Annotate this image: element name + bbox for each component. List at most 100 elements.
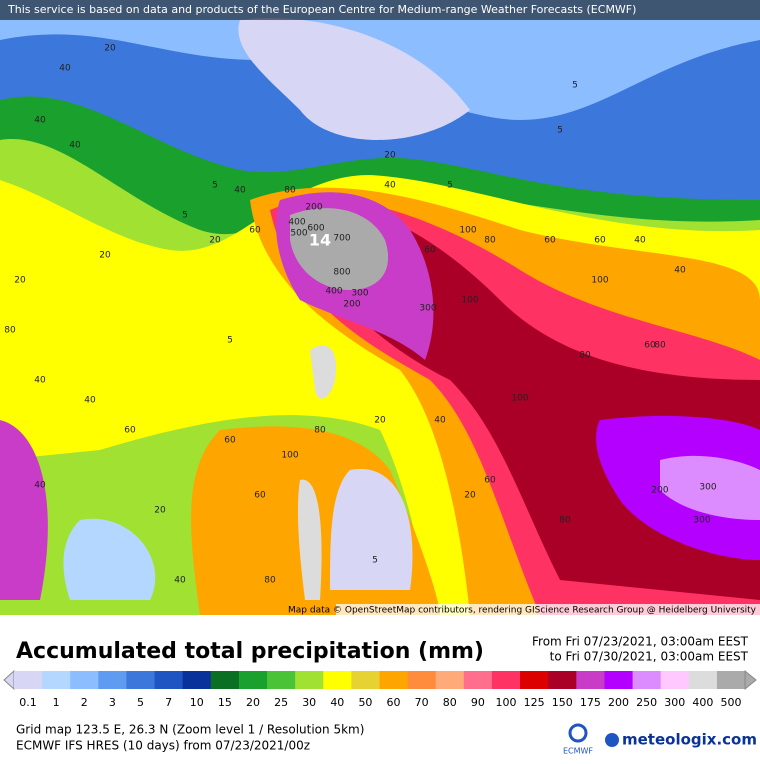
contour-label: 40 xyxy=(434,416,446,426)
ecmwf-icon xyxy=(568,723,588,743)
brand-icon xyxy=(605,733,619,747)
contour-label: 40 xyxy=(34,116,46,126)
contour-label: 80 xyxy=(484,236,496,246)
legend-swatch xyxy=(13,671,43,689)
contour-label: 300 xyxy=(699,483,716,493)
contour-label: 5 xyxy=(227,336,233,346)
region xyxy=(0,420,48,600)
contour-label: 100 xyxy=(511,394,528,404)
contour-label: 80 xyxy=(4,326,16,336)
legend-swatch xyxy=(604,671,634,689)
contour-label: 40 xyxy=(59,64,71,74)
contour-label: 500 xyxy=(290,229,307,239)
period-from: From Fri 07/23/2021, 03:00am EEST xyxy=(532,635,749,649)
contour-label: 40 xyxy=(234,186,246,196)
island xyxy=(297,479,322,600)
contour-label: 400 xyxy=(325,287,342,297)
legend-tick-label: 1 xyxy=(53,696,60,709)
legend-tick-label: 175 xyxy=(580,696,601,709)
contour-label: 80 xyxy=(264,576,276,586)
legend-tick-label: 60 xyxy=(387,696,401,709)
contour-label: 200 xyxy=(343,300,360,310)
contour-label: 40 xyxy=(174,576,186,586)
map-credit: Map data © OpenStreetMap contributors, r… xyxy=(288,606,757,616)
legend-swatch xyxy=(323,671,352,689)
title: Accumulated total precipitation (mm) xyxy=(16,639,484,664)
contour-label: 20 xyxy=(104,44,116,54)
legend-tick-label: 250 xyxy=(636,696,657,709)
contour-label: 80 xyxy=(654,341,666,351)
contour-label: 20 xyxy=(464,491,476,501)
contour-label: 800 xyxy=(333,268,350,278)
contour-label: 20 xyxy=(14,276,26,286)
legend-arrow xyxy=(744,669,757,691)
legend-swatch xyxy=(182,671,212,689)
legend-tick-label: 90 xyxy=(471,696,485,709)
legend-tick-label: 0.1 xyxy=(19,696,37,709)
legend-swatch xyxy=(238,671,268,689)
contour-label: 60 xyxy=(254,491,266,501)
contour-label: 80 xyxy=(559,516,571,526)
contour-label: 60 xyxy=(484,476,496,486)
contour-label: 20 xyxy=(384,151,396,161)
contour-label: 5 xyxy=(447,181,453,191)
legend-tick-label: 125 xyxy=(524,696,545,709)
legend-tick-label: 7 xyxy=(165,696,172,709)
contour-label: 200 xyxy=(651,486,668,496)
contour-label: 5 xyxy=(372,556,378,566)
model-info: ECMWF IFS HRES (10 days) from 07/23/2021… xyxy=(16,739,310,753)
legend-swatch xyxy=(351,671,380,689)
legend-tick-label: 20 xyxy=(246,696,260,709)
legend-swatch xyxy=(126,671,156,689)
contour-label: 60 xyxy=(544,236,556,246)
contour-label: 80 xyxy=(579,351,591,361)
legend-swatch xyxy=(660,671,690,689)
contour-label: 60 xyxy=(124,426,136,436)
grid-info: Grid map 123.5 E, 26.3 N (Zoom level 1 /… xyxy=(16,723,364,737)
legend-tick-label: 70 xyxy=(415,696,429,709)
contour-label: 200 xyxy=(305,203,322,213)
legend-tick-label: 200 xyxy=(608,696,629,709)
legend-swatch xyxy=(463,671,493,689)
attribution: This service is based on data and produc… xyxy=(7,3,636,16)
contour-label: 300 xyxy=(419,304,436,314)
legend-swatch xyxy=(42,671,71,689)
island xyxy=(310,345,336,399)
contour-label: 5 xyxy=(212,181,218,191)
contour-label: 20 xyxy=(209,236,221,246)
contour-label: 20 xyxy=(154,506,166,516)
contour-label: 40 xyxy=(674,266,686,276)
legend-tick-label: 400 xyxy=(692,696,713,709)
contour-label: 60 xyxy=(594,236,606,246)
contour-label: 100 xyxy=(281,451,298,461)
region xyxy=(330,468,413,590)
legend-tick-label: 80 xyxy=(443,696,457,709)
contour-label: 400 xyxy=(288,218,305,228)
region xyxy=(660,455,760,520)
map: This service is based on data and produc… xyxy=(0,0,760,616)
storm-marker: 14 xyxy=(309,231,331,250)
legend-swatch xyxy=(407,671,437,689)
contour-label: 80 xyxy=(314,426,326,436)
legend-swatch xyxy=(70,671,99,689)
legend-swatch xyxy=(210,671,240,689)
contour-label: 60 xyxy=(224,436,236,446)
legend-tick-label: 3 xyxy=(109,696,116,709)
legend-tick-label: 10 xyxy=(190,696,204,709)
contour-label: 600 xyxy=(307,224,324,234)
legend-tick-label: 300 xyxy=(664,696,685,709)
legend-tick-label: 2 xyxy=(81,696,88,709)
region xyxy=(63,518,156,600)
legend-swatch xyxy=(154,671,184,689)
legend-tick-label: 15 xyxy=(218,696,232,709)
contour-label: 40 xyxy=(634,236,646,246)
contour-label: 5 xyxy=(557,126,563,136)
contour-label: 80 xyxy=(284,186,296,196)
period-to: to Fri 07/30/2021, 03:00am EEST xyxy=(550,650,749,664)
legend-tick-label: 30 xyxy=(302,696,316,709)
contour-label: 40 xyxy=(84,396,96,406)
contour-label: 60 xyxy=(249,226,261,236)
contour-label: 20 xyxy=(374,416,386,426)
contour-label: 40 xyxy=(69,141,81,151)
legend-tick-label: 50 xyxy=(358,696,372,709)
